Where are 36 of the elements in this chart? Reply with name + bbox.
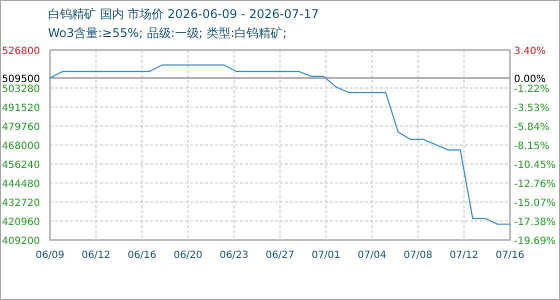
x-tick-label: 07/01 <box>312 250 340 261</box>
y-tick-label: 526800 <box>2 46 40 57</box>
y-tick-label: 432720 <box>2 198 40 209</box>
y2-tick-label: -1.22% <box>514 84 550 96</box>
y-tick-label: 491520 <box>2 103 40 114</box>
y2-tick-label: 0.00% <box>514 74 546 85</box>
y2-tick-label: -19.69% <box>514 236 556 247</box>
y2-tick-label: 3.40% <box>514 46 546 57</box>
x-tick-label: 06/12 <box>82 250 110 261</box>
y-tick-label: 456240 <box>2 160 40 171</box>
y2-tick-label: -12.76% <box>514 178 556 190</box>
x-tick-label: 07/12 <box>450 250 478 261</box>
y-tick-label: 409200 <box>2 236 40 247</box>
x-tick-label: 06/16 <box>128 250 156 261</box>
x-tick-label: 07/16 <box>496 250 524 261</box>
y-tick-label: 479760 <box>2 122 40 133</box>
x-tick-label: 06/27 <box>266 250 294 261</box>
y-tick-label: 468000 <box>2 141 40 152</box>
x-tick-label: 06/09 <box>36 250 64 261</box>
x-tick-label: 06/23 <box>220 250 248 261</box>
chart-title: 白钨精矿 国内 市场价 2026-06-09 - 2026-07-17 <box>48 7 319 21</box>
y2-tick-label: -17.38% <box>514 216 556 228</box>
y-tick-label: 503280 <box>2 84 40 95</box>
chart-subtitle: Wo3含量:≥55%; 品级:一级; 类型:白钨精矿; <box>48 26 287 40</box>
y-tick-label: 444480 <box>2 179 40 190</box>
y2-tick-label: -10.45% <box>514 160 556 171</box>
x-tick-label: 07/04 <box>358 250 386 261</box>
y-tick-label: 420960 <box>2 217 40 228</box>
y2-tick-label: -15.07% <box>514 198 556 209</box>
y2-tick-label: -8.15% <box>514 141 550 152</box>
y-tick-label: 509500 <box>2 74 40 85</box>
x-tick-label: 07/08 <box>404 250 432 261</box>
y2-tick-label: -3.53% <box>514 103 550 114</box>
x-tick-label: 06/20 <box>174 250 202 261</box>
y2-tick-label: -5.84% <box>514 122 550 134</box>
line-series <box>49 64 511 225</box>
